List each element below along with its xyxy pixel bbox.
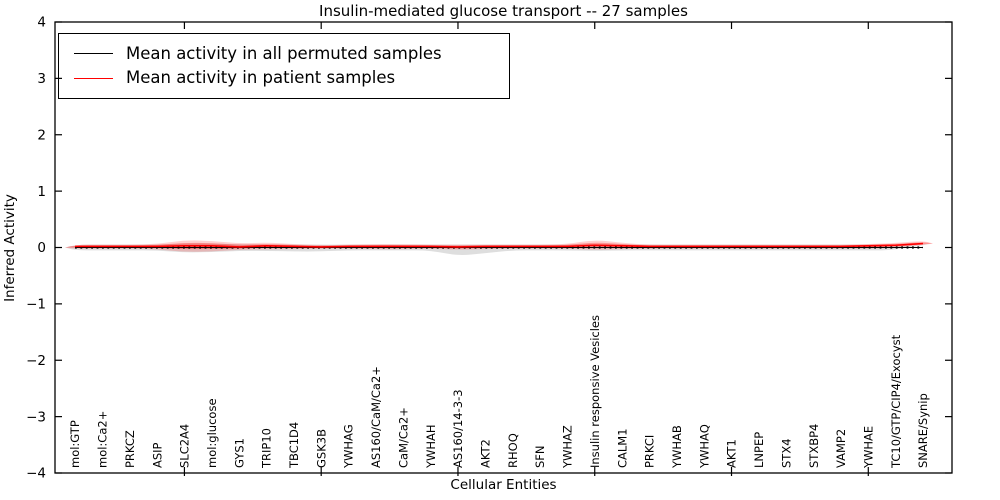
x-category-label: SLC2A4 xyxy=(178,424,192,468)
y-tick-label: 4 xyxy=(37,15,46,31)
x-category-label: RHOQ xyxy=(506,433,520,468)
patient-line-sample xyxy=(74,77,113,79)
x-category-label: STX4 xyxy=(779,438,793,468)
permuted-line-sample xyxy=(74,53,113,55)
y-tick-label: 1 xyxy=(37,184,46,200)
x-category-label: SNARE/Synip xyxy=(916,393,930,468)
x-category-label: TBC1D4 xyxy=(287,422,301,469)
legend-item-patient: Mean activity in patient samples xyxy=(74,68,509,87)
x-category-label: YWHAE xyxy=(861,426,875,469)
x-category-label: TRIP10 xyxy=(260,428,274,469)
x-category-label: PRKCI xyxy=(643,435,657,468)
x-category-label: YWHAZ xyxy=(561,425,575,469)
x-category-label: AKT1 xyxy=(725,439,739,468)
x-category-label: AKT2 xyxy=(479,439,493,468)
x-category-label: Insulin responsive Vesicles xyxy=(588,315,602,468)
y-tick-label: −1 xyxy=(26,297,46,313)
x-category-label: YWHAB xyxy=(670,425,684,469)
x-category-label: YWHAQ xyxy=(697,424,711,469)
patient-mean-line xyxy=(75,242,924,248)
y-axis-title: Inferred Activity xyxy=(2,194,18,302)
x-axis-title: Cellular Entities xyxy=(450,477,557,493)
y-tick-label: 3 xyxy=(37,71,46,87)
x-category-label: ASIP xyxy=(150,442,164,468)
x-category-label: YWHAG xyxy=(342,424,356,469)
x-category-label: PRKCZ xyxy=(123,430,137,468)
x-category-label: CaM/Ca2+ xyxy=(396,407,410,468)
x-category-label: mol:glucose xyxy=(205,398,219,468)
y-tick-label: −2 xyxy=(26,353,46,369)
y-tick-label: −3 xyxy=(26,409,46,425)
x-category-label: SFN xyxy=(533,445,547,468)
y-tick-label: 2 xyxy=(37,127,46,143)
x-category-label: GSK3B xyxy=(314,429,328,468)
y-tick-label: 0 xyxy=(37,240,46,256)
chart-title: Insulin-mediated glucose transport -- 27… xyxy=(319,2,688,20)
legend-item-permuted: Mean activity in all permuted samples xyxy=(74,43,509,63)
x-category-label: mol:Ca2+ xyxy=(96,411,110,468)
legend-label-permuted: Mean activity in all permuted samples xyxy=(126,43,442,63)
x-category-label: VAMP2 xyxy=(834,429,848,468)
plot-border xyxy=(54,21,953,474)
x-category-label: LNPEP xyxy=(752,432,766,468)
x-category-label: mol:GTP xyxy=(68,420,82,468)
x-category-label: TC10/GTP/CIP4/Exocyst xyxy=(889,334,903,469)
x-category-label: CALM1 xyxy=(615,428,629,468)
x-category-label: STXBP4 xyxy=(807,424,821,468)
legend: Mean activity in all permuted samples Me… xyxy=(58,33,510,99)
y-tick-label: −4 xyxy=(26,466,46,482)
x-category-label: AS160/14-3-3 xyxy=(451,389,465,468)
x-category-label: AS160/CaM/Ca2+ xyxy=(369,366,383,468)
legend-label-patient: Mean activity in patient samples xyxy=(126,68,396,87)
x-category-label: YWHAH xyxy=(424,424,438,469)
x-category-label: GYS1 xyxy=(232,438,246,468)
